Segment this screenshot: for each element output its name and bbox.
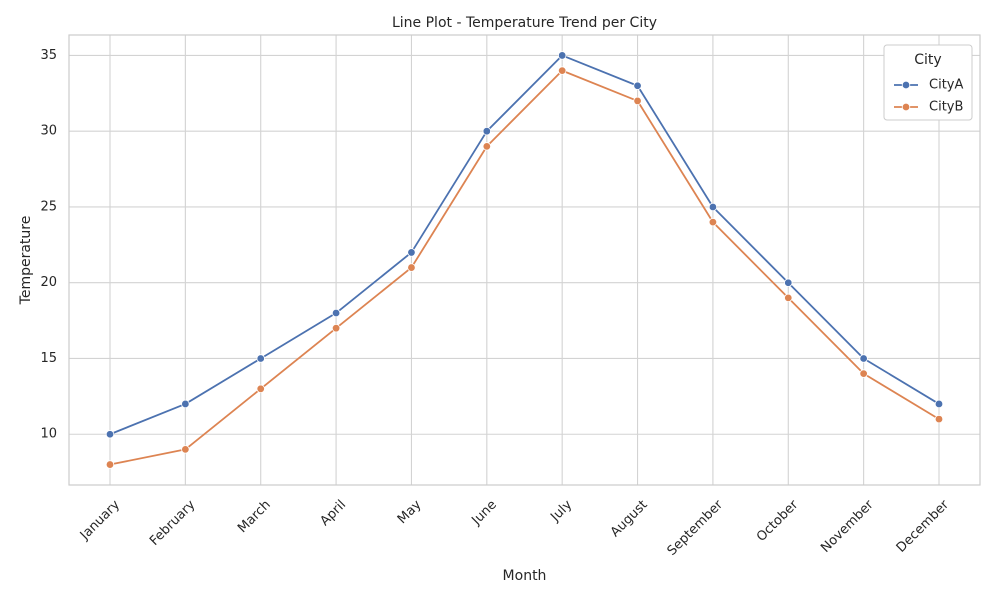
legend-swatch-marker bbox=[901, 102, 911, 112]
data-point-CityA bbox=[784, 278, 793, 287]
data-point-CityB bbox=[633, 96, 642, 106]
data-point-CityB bbox=[934, 414, 944, 424]
data-point-CityB bbox=[708, 217, 718, 227]
y-tick-labels: 10 15 20 25 30 35 bbox=[40, 48, 57, 442]
x-tick-label: February bbox=[147, 497, 199, 549]
data-point-CityB bbox=[784, 293, 793, 303]
data-point-CityA bbox=[482, 127, 492, 136]
y-tick-label: 15 bbox=[40, 351, 57, 366]
data-point-CityB bbox=[331, 323, 341, 333]
data-point-CityB bbox=[482, 142, 492, 151]
x-tick-label: April bbox=[318, 497, 350, 529]
x-tick-label: May bbox=[395, 497, 425, 527]
legend-title: City bbox=[914, 52, 941, 68]
plot-area-frame bbox=[68, 34, 981, 486]
data-point-CityA bbox=[181, 399, 190, 409]
grid bbox=[69, 35, 980, 485]
series-line-CityB bbox=[109, 69, 940, 466]
x-tick-label: November bbox=[818, 497, 877, 556]
chart-title: Line Plot - Temperature Trend per City bbox=[392, 15, 657, 31]
legend-items: CityA CityB bbox=[894, 78, 963, 115]
legend-label: CityA bbox=[929, 78, 963, 93]
data-point-CityA bbox=[105, 430, 115, 439]
legend-box bbox=[883, 44, 973, 121]
x-axis-label: Month bbox=[503, 568, 547, 584]
data-point-CityA bbox=[557, 51, 567, 60]
data-point-CityA bbox=[256, 354, 265, 363]
x-tick-label: July bbox=[547, 497, 575, 525]
x-tick-label: January bbox=[77, 497, 123, 543]
x-tick-labels: January February March April May June July Augu… bbox=[77, 497, 953, 559]
y-tick-label: 25 bbox=[40, 199, 57, 214]
legend: City CityA CityB bbox=[883, 44, 973, 121]
series-layer bbox=[105, 51, 944, 469]
data-point-CityA bbox=[708, 202, 718, 212]
series-line-CityA bbox=[109, 54, 940, 436]
legend-label: CityB bbox=[929, 100, 963, 115]
data-point-CityA bbox=[331, 308, 341, 318]
data-point-CityA bbox=[859, 354, 868, 363]
y-axis-label: Temperature bbox=[18, 216, 34, 306]
data-point-CityB bbox=[105, 460, 115, 469]
data-point-CityB bbox=[557, 66, 567, 75]
data-point-CityA bbox=[633, 81, 642, 90]
data-point-CityB bbox=[407, 263, 416, 272]
y-tick-label: 30 bbox=[40, 124, 57, 139]
legend-swatch-marker bbox=[901, 80, 911, 90]
x-tick-label: December bbox=[894, 497, 953, 556]
data-point-CityB bbox=[181, 445, 190, 454]
y-tick-label: 35 bbox=[40, 48, 57, 63]
data-point-CityA bbox=[407, 248, 416, 257]
x-tick-label: September bbox=[665, 497, 727, 559]
data-point-CityB bbox=[256, 384, 265, 393]
data-point-CityB bbox=[859, 369, 868, 378]
data-point-CityA bbox=[934, 399, 944, 409]
y-tick-label: 20 bbox=[40, 275, 57, 290]
x-tick-label: June bbox=[469, 497, 500, 528]
x-tick-label: August bbox=[608, 497, 651, 540]
y-tick-label: 10 bbox=[40, 427, 57, 442]
x-tick-label: March bbox=[235, 497, 274, 536]
x-tick-label: October bbox=[754, 497, 802, 545]
